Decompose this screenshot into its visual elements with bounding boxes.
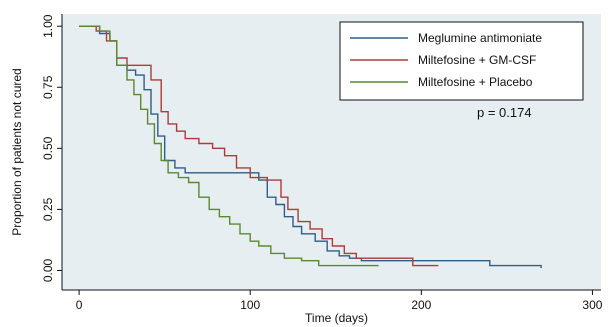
y-tick-label: 0.50 bbox=[41, 136, 55, 160]
x-tick-label: 300 bbox=[582, 298, 602, 312]
x-tick-label: 0 bbox=[76, 298, 83, 312]
y-tick-label: 0.25 bbox=[41, 197, 55, 221]
x-ticks: 0 100 200 300 bbox=[76, 290, 603, 312]
p-value-annotation: p = 0.174 bbox=[477, 105, 532, 120]
legend-label-0: Meglumine antimoniate bbox=[418, 31, 542, 45]
x-tick-label: 200 bbox=[411, 298, 431, 312]
legend-label-1: Miltefosine + GM-CSF bbox=[418, 53, 536, 67]
legend: Meglumine antimoniate Miltefosine + GM-CS… bbox=[339, 21, 584, 101]
y-tick-label: 0.00 bbox=[41, 258, 55, 282]
series-line-0 bbox=[79, 25, 542, 268]
x-tick-label: 100 bbox=[240, 298, 260, 312]
y-ticks: 0.00 0.25 0.50 0.75 1.00 bbox=[41, 14, 62, 282]
y-tick-label: 1.00 bbox=[41, 14, 55, 38]
legend-label-2: Miltefosine + Placebo bbox=[418, 75, 533, 89]
legend-box bbox=[339, 21, 584, 101]
legend-items: Meglumine antimoniate Miltefosine + GM-CS… bbox=[350, 31, 542, 89]
series-line-2 bbox=[79, 25, 379, 267]
x-axis-title: Time (days) bbox=[305, 311, 368, 325]
axes: 0.00 0.25 0.50 0.75 1.00 0 100 200 300 bbox=[41, 14, 603, 312]
y-axis-title: Proportion of patients not cured bbox=[10, 68, 24, 235]
y-tick-label: 0.75 bbox=[41, 75, 55, 99]
series-line-1 bbox=[79, 25, 439, 267]
survival-curves bbox=[79, 25, 542, 268]
